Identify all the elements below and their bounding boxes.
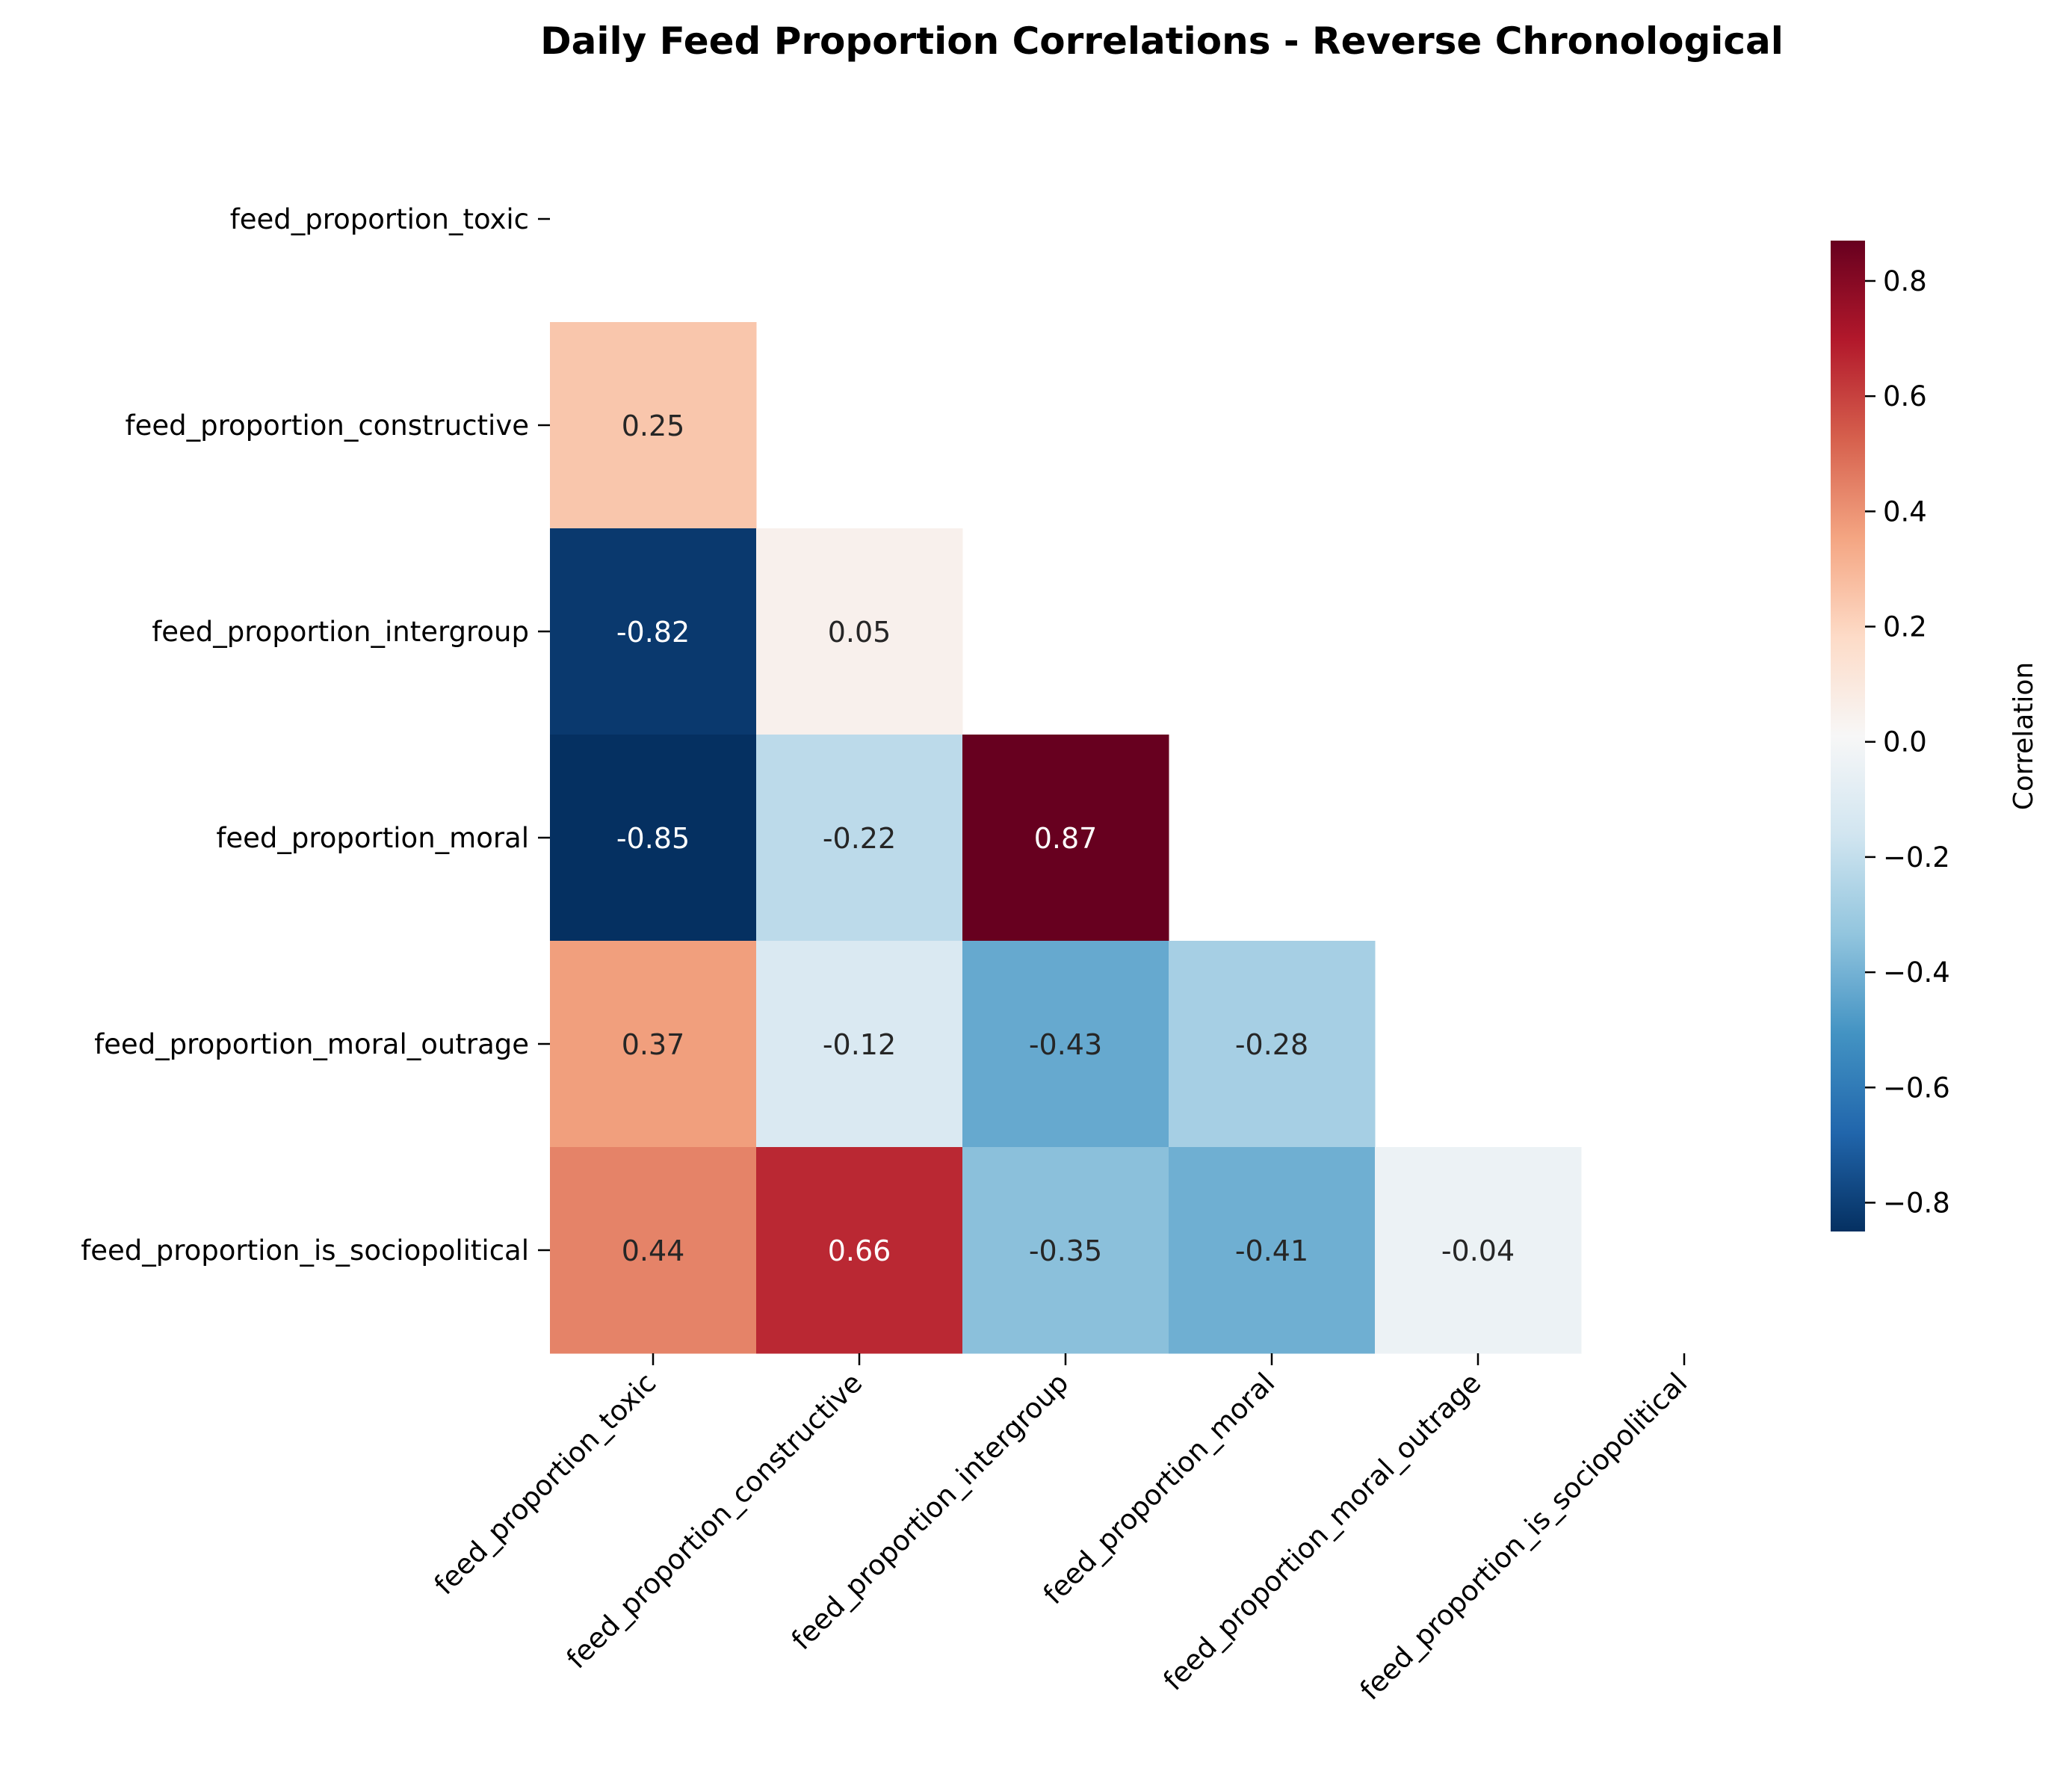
y-tick-label: feed_proportion_is_sociopolitical [81,1234,529,1267]
y-tick-label: feed_proportion_constructive [126,409,529,442]
colorbar-ticks: −0.8 −0.6 −0.4 −0.2 0.0 0.2 0.4 0.6 0.8 [1865,265,1950,1219]
heatmap-cell [756,528,963,735]
y-tick-label: feed_proportion_moral_outrage [94,1028,529,1060]
heatmap-cell [550,735,757,942]
heatmap-cell [550,941,757,1148]
heatmap-cell [1169,1147,1376,1354]
cell-value-label: 0.87 [1034,822,1098,855]
cell-value-label: -0.22 [823,822,896,855]
heatmap-cell-labels: 0.25 -0.82 0.05 -0.85 -0.22 0.87 0.37 -0.12 -0.4… [616,409,1515,1267]
heatmap-cell [756,735,963,942]
cell-value-label: -0.35 [1029,1234,1102,1267]
colorbar-tick-label: −0.6 [1883,1072,1950,1104]
colorbar: −0.8 −0.6 −0.4 −0.2 0.0 0.2 0.4 0.6 0.8 Correlat… [1831,241,2039,1231]
heatmap-cell [1375,1147,1582,1354]
heatmap-cell [550,322,757,529]
cell-value-label: 0.05 [828,616,891,649]
y-axis: feed_proportion_toxic feed_proportion_con… [81,203,550,1267]
cell-value-label: 0.25 [622,409,685,442]
colorbar-tick-label: 0.4 [1883,495,1927,528]
y-tick-label: feed_proportion_moral [216,822,529,854]
colorbar-tick-label: −0.2 [1883,841,1950,874]
cell-value-label: -0.04 [1441,1234,1515,1267]
colorbar-tick-label: 0.2 [1883,611,1927,643]
cell-value-label: 0.44 [622,1234,685,1267]
heatmap-cell [550,1147,757,1354]
heatmap-cell [962,735,1169,942]
colorbar-tick-label: 0.8 [1883,265,1927,297]
colorbar-tick-label: 0.0 [1883,726,1927,758]
cell-value-label: 0.66 [828,1234,891,1267]
colorbar-label: Correlation [2008,662,2039,811]
cell-value-label: -0.12 [823,1028,896,1061]
colorbar-tick-label: 0.6 [1883,380,1927,412]
colorbar-tick-label: −0.4 [1883,956,1950,989]
cell-value-label: -0.28 [1235,1028,1308,1061]
cell-value-label: 0.37 [622,1028,685,1061]
cell-value-label: -0.85 [616,822,690,855]
heatmap-cell [550,528,757,735]
colorbar-gradient [1831,241,1865,1231]
heatmap-cell [1169,941,1376,1148]
y-tick-label: feed_proportion_intergroup [152,616,529,648]
cell-value-label: -0.82 [616,616,690,649]
heatmap-cells [550,322,1582,1354]
cell-value-label: -0.43 [1029,1028,1102,1061]
chart-title: Daily Feed Proportion Correlations - Rev… [540,19,1784,63]
heatmap-cell [756,1147,963,1354]
heatmap-cell [756,941,963,1148]
heatmap-cell [962,941,1169,1148]
colorbar-tick-label: −0.8 [1883,1187,1950,1219]
cell-value-label: -0.41 [1235,1234,1308,1267]
y-tick-label: feed_proportion_toxic [230,203,529,235]
heatmap-cell [962,1147,1169,1354]
